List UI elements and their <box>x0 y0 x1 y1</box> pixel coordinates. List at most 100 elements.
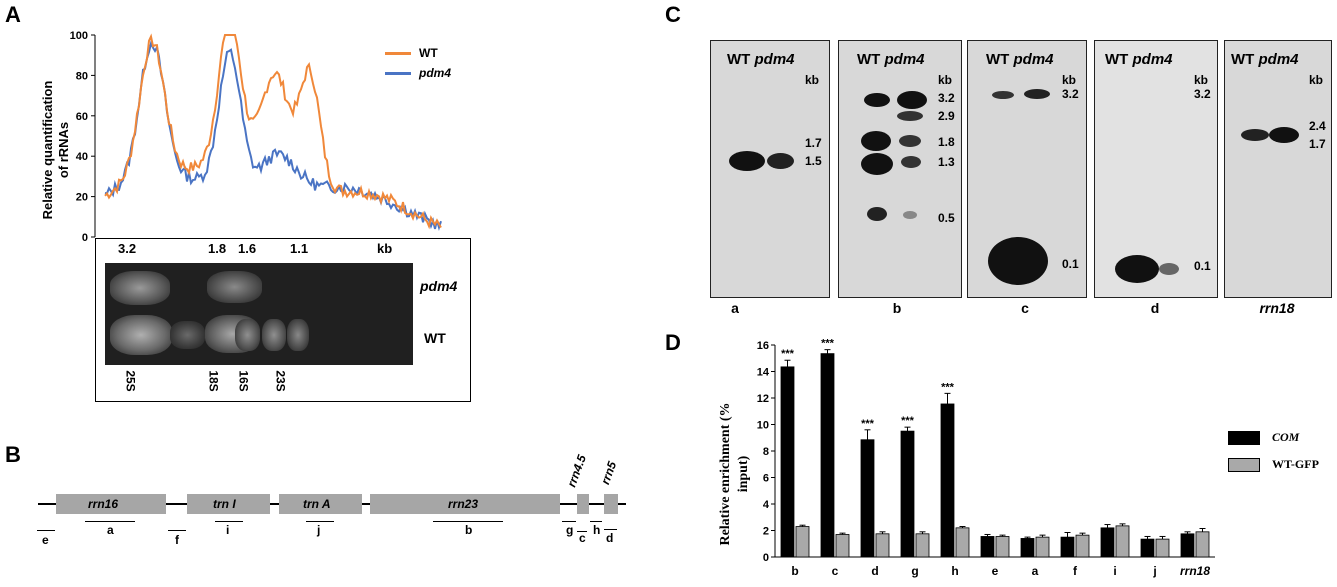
size-label-1-1: 1.1 <box>290 241 309 256</box>
gene-rrn23: rrn23 <box>370 494 560 514</box>
x-tick-label-h: h <box>951 564 958 578</box>
kb-label: kb <box>1194 73 1209 87</box>
segment-label-b: b <box>465 523 473 537</box>
size-label: 1.8 <box>938 135 955 149</box>
segment-label-e: e <box>42 533 49 547</box>
blot-label-c: c <box>1021 300 1029 316</box>
legend-swatch-com <box>1228 430 1260 445</box>
size-label: 2.9 <box>938 109 955 123</box>
blot-rrn18: WT pdm4 kb 2.4 1.7 <box>1224 40 1332 298</box>
gel-band <box>207 271 262 303</box>
blot-band <box>897 91 927 109</box>
gel-band <box>110 315 172 355</box>
segment-bar-c <box>577 531 587 532</box>
kb-label: kb <box>1309 73 1324 87</box>
size-label: 0.5 <box>938 211 955 225</box>
x-tick-label-f: f <box>1073 564 1078 578</box>
bar-wt-gfp-rrn18 <box>1195 531 1210 558</box>
lane-header-pdm4: pdm4 <box>1258 51 1299 68</box>
segment-bar-a <box>85 521 135 522</box>
lane-header-pdm4: pdm4 <box>754 51 795 68</box>
gene-label-rrn4-5: rrn4.5 <box>564 452 589 490</box>
gel-band <box>235 319 260 351</box>
legend-swatch-wt <box>385 51 411 55</box>
x-tick-label-b: b <box>791 564 798 578</box>
legend-item-com: COM <box>1228 430 1319 445</box>
gene-label-rrn23: rrn23 <box>448 497 479 511</box>
segment-bar-b <box>433 521 503 522</box>
x-tick-label-d: d <box>871 564 878 578</box>
bar-wt-gfp-d <box>875 533 890 558</box>
y-ticks: 0 20 40 60 80 100 <box>70 30 95 244</box>
size-label-1-8: 1.8 <box>208 241 227 256</box>
kb-label: kb <box>938 73 953 87</box>
segment-label-c: c <box>579 531 586 545</box>
blot-label-d: d <box>1150 300 1160 316</box>
blot-band <box>899 135 921 147</box>
bar-com-e <box>980 536 995 558</box>
segment-bar-g <box>562 521 576 522</box>
bar-com-rrn18 <box>1180 533 1195 558</box>
kb-label: kb <box>805 73 820 87</box>
blot-band <box>864 93 890 107</box>
legend-swatch-wt-gfp <box>1228 457 1260 472</box>
rrna-label-18s: 18S <box>206 370 221 392</box>
significance-label: *** <box>861 418 875 430</box>
x-tick-label-e: e <box>992 564 999 578</box>
size-label-1-6: 1.6 <box>238 241 257 256</box>
segment-bar-i <box>215 521 243 522</box>
significance-label: *** <box>901 415 915 427</box>
blot-label-b: b <box>892 300 902 316</box>
legend-swatch-pdm4 <box>385 71 411 75</box>
legend-label-wt: WT <box>419 46 438 60</box>
lane-header-wt: WT <box>986 51 1010 68</box>
rrna-label-25s: 25S <box>123 370 138 392</box>
lane-header-pdm4: pdm4 <box>1132 51 1173 68</box>
bar-com-d <box>860 439 875 558</box>
ylabel-line1: Relative quantification <box>40 80 55 220</box>
size-label: 1.5 <box>805 154 822 168</box>
rrna-label-23s: 23S <box>273 370 288 392</box>
bar-com-b <box>780 366 795 558</box>
gene-rrn16: rrn16 <box>56 494 166 514</box>
bar-com-j <box>1140 538 1155 558</box>
panel-letter-a: A <box>5 2 21 27</box>
blot-band <box>901 156 921 168</box>
blot-band <box>897 111 923 121</box>
panel-a-gel-image <box>105 263 413 365</box>
rrna-label-16s: 16S <box>236 370 251 392</box>
bar-com-f <box>1060 536 1075 558</box>
y-tick-label: 0 <box>763 552 769 564</box>
y-tick-label: 6 <box>763 473 769 485</box>
segment-label-g: g <box>566 523 574 537</box>
y-tick-label: 40 <box>76 151 88 163</box>
segment-bar-h <box>590 521 602 522</box>
lane-header-pdm4: pdm4 <box>1013 51 1054 68</box>
size-label: 1.3 <box>938 155 955 169</box>
blot-band <box>992 91 1014 99</box>
segment-label-d: d <box>606 531 614 545</box>
segment-label-i: i <box>226 523 230 537</box>
panel-d-legend: COM WT-GFP <box>1228 430 1319 472</box>
gel-band <box>287 319 309 351</box>
blot-band <box>861 131 891 151</box>
bar-com-c <box>820 353 835 558</box>
gel-band <box>170 321 205 349</box>
segment-label-j: j <box>317 523 321 537</box>
bar-wt-gfp-a <box>1035 536 1050 558</box>
blot-band <box>1115 255 1159 283</box>
size-label-3-2: 3.2 <box>118 241 137 256</box>
y-tick-label: 60 <box>76 111 88 123</box>
bar-wt-gfp-j <box>1155 538 1170 558</box>
y-tick-label: 4 <box>763 499 770 511</box>
blot-band <box>1269 127 1299 143</box>
bar-wt-gfp-c <box>835 534 850 558</box>
x-tick-label-j: j <box>1152 564 1156 578</box>
legend-label-com: COM <box>1272 430 1300 444</box>
size-label-kb: kb <box>377 241 393 256</box>
size-label: 3.2 <box>1194 87 1211 101</box>
blot-c: WT pdm4 kb 3.2 0.1 <box>967 40 1087 298</box>
bar-com-g <box>900 430 915 558</box>
legend-item-wt-gfp: WT-GFP <box>1228 457 1319 472</box>
bar-wt-gfp-e <box>995 536 1010 558</box>
